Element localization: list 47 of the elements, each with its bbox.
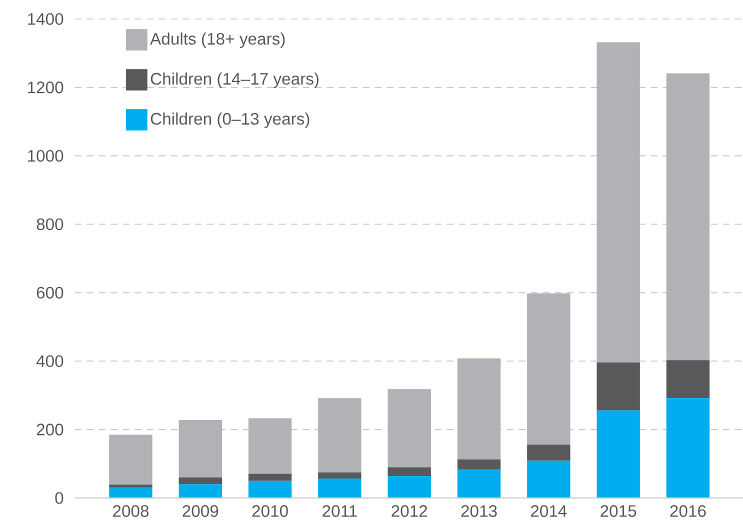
bar	[527, 460, 570, 498]
y-tick-label: 1200	[28, 82, 64, 94]
x-tick-label: 2011	[322, 505, 357, 517]
x-tick-label: 2014	[530, 505, 567, 517]
bar	[596, 42, 640, 362]
legend-label: Adults (18+ years)	[150, 32, 285, 48]
bar	[527, 293, 570, 445]
bar	[388, 476, 431, 498]
bar	[178, 477, 222, 484]
bar	[248, 480, 292, 498]
legend-label: Children (0–13 years)	[150, 112, 310, 128]
x-tick-label: 2008	[113, 505, 149, 517]
bar	[318, 472, 362, 478]
y-tick-label: 0	[55, 492, 64, 504]
y-tick-label: 1000	[28, 150, 64, 162]
y-tick-label: 200	[36, 424, 64, 436]
bar	[178, 420, 222, 478]
bar	[318, 398, 362, 472]
y-tick-label: 1400	[28, 13, 64, 25]
bar	[318, 478, 362, 498]
bar	[248, 474, 292, 481]
bar	[109, 434, 152, 485]
bar	[596, 410, 640, 498]
bar	[388, 467, 431, 476]
bar	[109, 488, 152, 498]
bar	[596, 362, 640, 410]
x-tick-label: 2016	[670, 505, 706, 517]
y-tick-label: 600	[36, 286, 64, 299]
x-tick-label: 2009	[182, 505, 218, 517]
x-tick-label: 2012	[392, 505, 428, 517]
legend-label: Children (14–17 years)	[150, 72, 318, 88]
bar	[248, 418, 292, 474]
y-tick-label: 800	[36, 218, 64, 230]
bar	[527, 444, 570, 461]
x-tick-label: 2015	[600, 505, 636, 517]
x-tick-label: 2010	[252, 505, 288, 517]
bar	[457, 358, 501, 460]
x-tick-label: 2013	[461, 505, 497, 517]
bar	[457, 459, 501, 470]
bar	[388, 389, 431, 468]
bar	[666, 398, 710, 498]
bar	[666, 360, 710, 398]
bar	[457, 470, 501, 498]
bar	[109, 484, 152, 488]
bar	[666, 73, 710, 360]
bar	[178, 484, 222, 498]
y-tick-label: 400	[36, 355, 64, 368]
